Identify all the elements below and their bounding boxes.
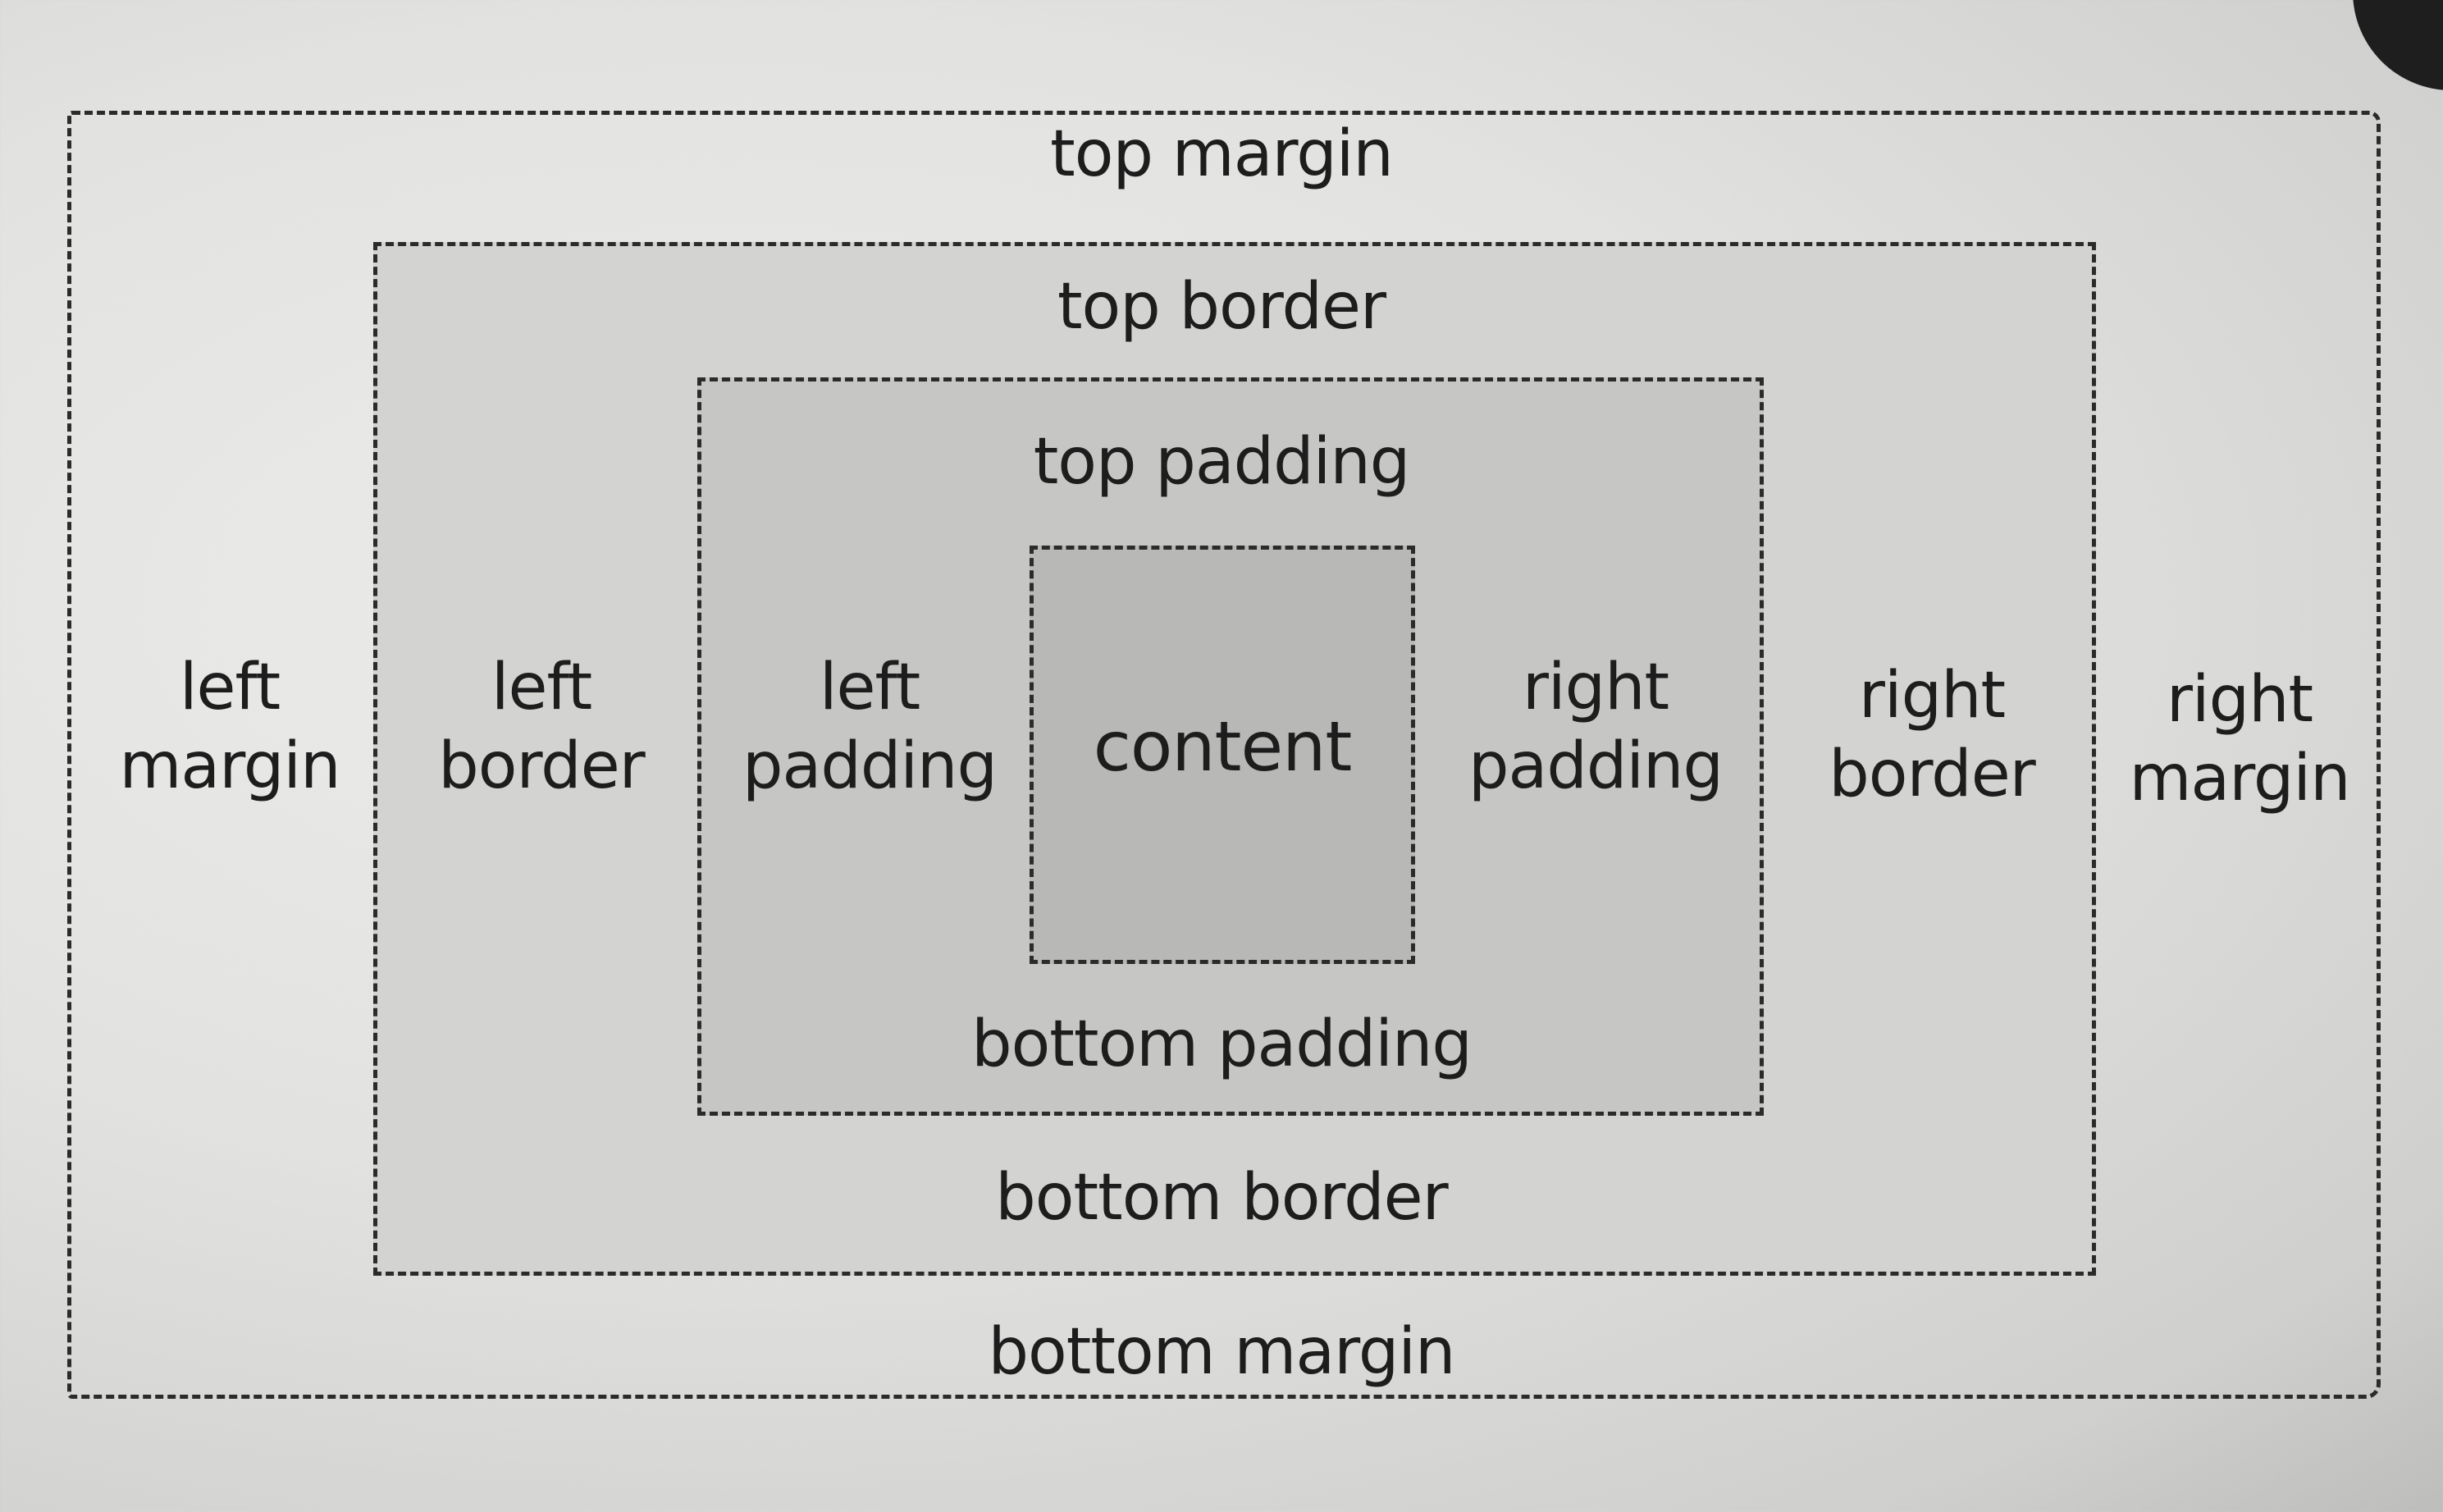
top-border-label: top border: [1057, 270, 1386, 344]
left-margin-label-line1: left: [179, 651, 281, 724]
left-padding-label-line2: padding: [742, 729, 998, 803]
left-margin-label: left margin: [98, 648, 361, 806]
content-area: [1030, 546, 1415, 964]
right-border-label-line1: right: [1858, 659, 2006, 733]
top-margin-label: top margin: [1050, 117, 1394, 191]
left-margin-label-line2: margin: [119, 729, 340, 803]
bottom-border-label: bottom border: [995, 1161, 1448, 1235]
left-padding-label-line1: left: [819, 651, 920, 724]
right-padding-label: right padding: [1456, 648, 1735, 806]
bottom-padding-label: bottom padding: [971, 1007, 1473, 1081]
left-padding-label: left padding: [730, 648, 1009, 806]
right-margin-label-line2: margin: [2129, 742, 2350, 815]
right-border-label: right border: [1801, 656, 2063, 814]
right-border-label-line2: border: [1829, 738, 2036, 811]
bottom-margin-label: bottom margin: [988, 1315, 1456, 1389]
left-border-label-line1: left: [491, 651, 592, 724]
left-border-label-line2: border: [438, 729, 646, 803]
top-padding-label: top padding: [1033, 425, 1411, 499]
content-label: content: [1093, 706, 1353, 787]
left-border-label: left border: [418, 648, 664, 806]
page-edge-shadow: [2353, 0, 2443, 90]
right-padding-label-line2: padding: [1468, 729, 1724, 803]
right-padding-label-line1: right: [1522, 651, 1669, 724]
margin-area: [67, 111, 2381, 1399]
right-margin-label: right margin: [2117, 660, 2363, 818]
right-margin-label-line1: right: [2166, 663, 2313, 737]
